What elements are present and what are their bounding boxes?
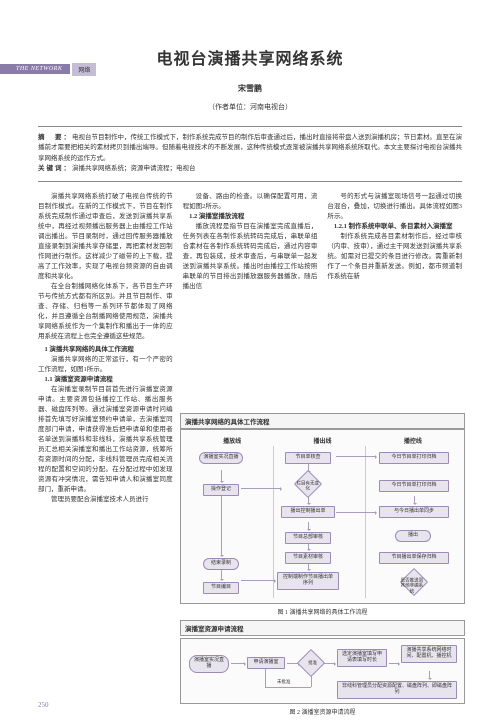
keywords-label: 关键词： [38, 165, 72, 172]
para: 管理员要配合演播室技术人员进行 [38, 495, 173, 505]
node-push: 是否推送到其他非编系统 [400, 568, 428, 596]
node-end: 结束录制 [203, 558, 239, 570]
arrow [221, 470, 222, 482]
node-broadcast: 播出控制播出单 [281, 506, 335, 518]
fig1-caption: 图 1 演播共享网络的具体工作流程 [180, 607, 465, 616]
section-header: THE NETWORK 网络 [0, 63, 96, 75]
arrow [241, 488, 281, 489]
para: 演播共享网络系统打破了电视台传统的节目制作模式。在新的工作模式下，节目在制作系统… [38, 192, 173, 283]
node-cat: 节目编目 [203, 582, 239, 594]
abstract-box: 摘 要：电视台节目制作中，传统工作模式下，制作系统完成节目的制作后审查通过后，播… [38, 126, 462, 182]
column-2: 设备、路由的检查。以确保配置可用，流程如图2所示。 1.2 演播室播放流程 播放… [183, 192, 318, 342]
column-1: 演播共享网络系统打破了电视台传统的节目制作模式。在新的工作模式下，节目在制作系统… [38, 192, 173, 506]
para: 设备、路由的检查。以确保配置可用，流程如图2所示。 [183, 192, 318, 212]
lane-divider [365, 446, 366, 598]
para: 在演播室录制节目前首先进行演播室资源申请。主要资源包括播控工作站、播出服务器、磁… [38, 385, 173, 496]
arrow [221, 496, 222, 556]
arrow [336, 456, 376, 457]
node-review: 节目总部审核 [285, 532, 331, 544]
node-today: 今日节目单打印归档 [379, 452, 449, 464]
node-f2-approve: 批准 [297, 649, 325, 677]
affiliation: （作者单位：河南电视台） [0, 102, 500, 112]
arrow [429, 671, 430, 679]
node-f2-alloc: 演播共享系统网络时间、配置机、播控机 [401, 645, 457, 663]
keywords-text: 演播共享网络系统；资源申请流程；电视台 [72, 165, 196, 172]
arrow [241, 580, 275, 581]
column-3: 号的形式与演播室现场信号一起通过切换台混合，叠加，切换进行播出。具体流程如图3所… [327, 192, 462, 342]
node-f2-feed: 非线科管理员分配资源配置、磁盘阵列、即磁盘阵列 [337, 681, 457, 699]
node-bc: 播出 [395, 530, 431, 542]
node-ctrllist: 控制端制作节目播出单序列 [277, 572, 339, 590]
arrow [308, 544, 309, 550]
fig1-title: 演播共享网络的具体工作流程 [180, 413, 465, 429]
abstract-label: 摘 要： [38, 134, 72, 141]
para: 在全台制播网络化体系下，各节目生产环节与传统方式都有所区别。并且节目制作、审查、… [38, 282, 173, 342]
fig1-col-heads: 播放线 播出线 播控线 [187, 436, 458, 445]
abstract-line: 摘 要：电视台节目制作中，传统工作模式下，制作系统完成节目的制作后审查通过后，播… [38, 133, 462, 164]
arrow [323, 663, 335, 664]
para: 播放流程是指节目在演播室完成直播后，任务列表在各制作系统转码完成后，串联单组合素… [183, 222, 318, 292]
para: 号的形式与演播室现场信号一起通过切换台混合，叠加，切换进行播出。具体流程如图3所… [327, 192, 462, 222]
header-sub: 网络 [72, 63, 96, 76]
fig2-canvas: 演播室实况直播 申请演播室 批准 选定演播室填写申请表填写时长 演播共享系统网络… [180, 638, 465, 704]
page-number: 250 [38, 701, 49, 709]
para: 演播共享网络的正常运行，有一个严密的工作流程，如图1所示。 [38, 355, 173, 375]
figure-1-area: 演播共享网络的具体工作流程 播放线 播出线 播控线 演播室实况直播 操作登记 结… [180, 413, 465, 716]
arrow [265, 687, 311, 688]
node-start: 演播室实况直播 [199, 452, 243, 464]
node-matreview: 节目素材审核 [285, 552, 331, 564]
abstract-text: 电视台节目制作中，传统工作模式下，制作系统完成节目的制作后审查通过后，播出时直接… [38, 134, 462, 162]
arrow [336, 512, 376, 513]
fig1-canvas: 播放线 播出线 播控线 演播室实况直播 操作登记 结束录制 节目编目 节目单核查… [180, 429, 465, 604]
heading-2: 1.1 演播室资源申请流程 [38, 375, 173, 385]
node-f2-apply: 申请演播室 [247, 657, 285, 669]
lane-divider [273, 446, 274, 598]
heading-2: 1.2 演播室播放流程 [183, 212, 318, 222]
node-f2-select: 选定演播室填写申请表填写时长 [337, 649, 387, 667]
arrow [231, 663, 245, 664]
col-head: 播控线 [368, 436, 458, 445]
node-listchange: 栏目有无变化 [294, 470, 322, 498]
header-tag: THE NETWORK [0, 64, 70, 74]
node-listcheck: 节目单核查 [285, 452, 331, 464]
node-reg: 操作登记 [203, 484, 239, 496]
arrow [389, 663, 399, 664]
fig2-title: 演播室资源申请流程 [180, 620, 465, 636]
node-save: 节目播出单保存归档 [379, 552, 449, 564]
arrow [414, 496, 415, 504]
col-head: 播出线 [277, 436, 367, 445]
heading-2: 1.2.1 制作系统申联单、条目素材入演播室 [327, 222, 462, 232]
label-no: 未批准 [277, 679, 291, 685]
arrow [311, 675, 312, 687]
node-tomorrow: 今日节目单打印归档 [379, 480, 449, 492]
node-f2-start: 演播室实况直播 [189, 655, 229, 673]
arrow [308, 522, 309, 530]
para: 制作系统完成各目素材制作后，经过审核（内审、技审），通过主干网发送到演播共享系统… [327, 232, 462, 282]
arrow [308, 496, 309, 504]
node-sync: 与今日播出单同步 [379, 506, 449, 518]
keywords-line: 关键词：演播共享网络系统；资源申请流程；电视台 [38, 164, 462, 174]
heading-1: 1 演播共享网络的具体工作流程 [38, 345, 173, 355]
arrow [265, 669, 266, 687]
col-head: 播放线 [187, 436, 277, 445]
arrow [308, 564, 309, 570]
author: 宋雪鹏 [0, 83, 500, 94]
arrow [221, 570, 222, 580]
fig2-caption: 图 2 演播室资源申请流程 [180, 707, 465, 716]
